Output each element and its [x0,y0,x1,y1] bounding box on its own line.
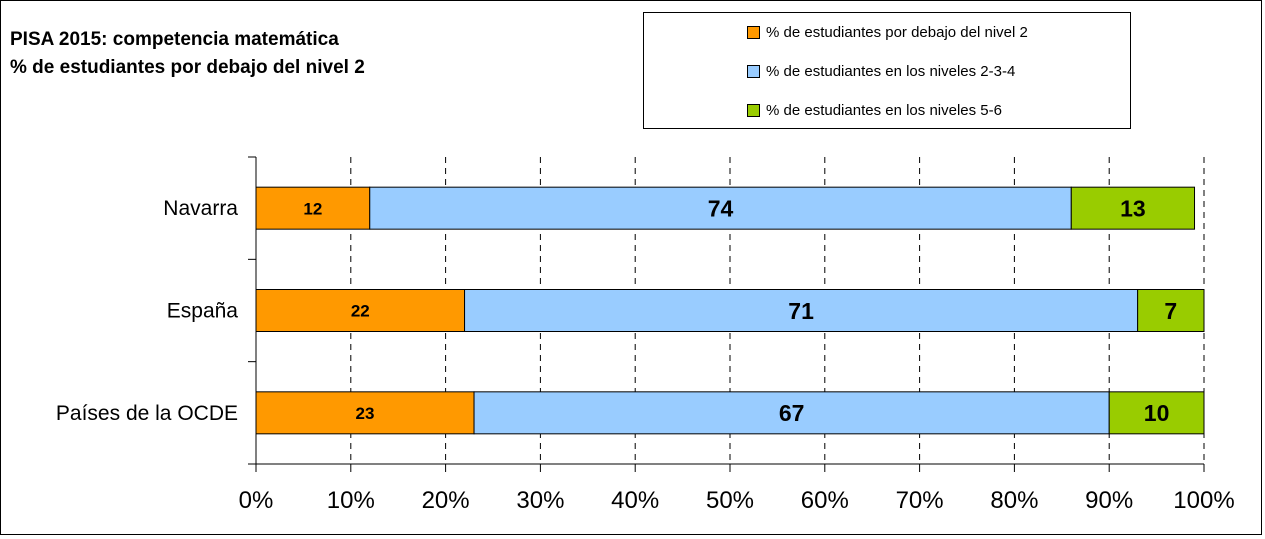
data-label: 23 [356,404,375,423]
bar-segment [1137,289,1205,332]
x-tick-label: 70% [896,487,944,514]
legend-item-levels-2-3-4: % de estudiantes en los niveles 2-3-4 [747,61,1015,81]
bar-segment [255,391,475,435]
legend-swatch-below-level-2 [747,25,760,39]
data-label: 13 [1120,195,1146,221]
data-label: 74 [708,195,734,221]
bar-segment [1108,391,1205,435]
bar-segment [1070,186,1196,230]
x-tick-label: 90% [1085,487,1133,514]
legend-item-below-level-2: % de estudiantes por debajo del nivel 2 [747,22,1028,42]
legend-label-levels-5-6: % de estudiantes en los niveles 5-6 [766,101,1002,119]
bar-segment [464,289,1139,332]
x-tick-label: 30% [516,487,564,514]
x-tick-label: 50% [706,487,754,514]
data-label: 10 [1144,400,1170,426]
category-label: España [167,300,239,323]
legend-swatch-levels-5-6 [747,103,760,117]
data-label: 71 [788,298,814,324]
x-tick-label: 20% [422,487,470,514]
x-tick-label: 40% [611,487,659,514]
chart-title-line-1: PISA 2015: competencia matemática [10,29,339,50]
data-label: 22 [351,302,370,321]
chart-title: PISA 2015: competencia matemática % de e… [10,26,365,82]
bar-segment [255,186,371,230]
data-label: 12 [303,199,322,218]
legend: % de estudiantes por debajo del nivel 2 … [643,12,1131,129]
chart-title-line-2: % de estudiantes por debajo del nivel 2 [10,57,365,78]
legend-label-levels-2-3-4: % de estudiantes en los niveles 2-3-4 [766,62,1016,80]
legend-item-levels-5-6: % de estudiantes en los niveles 5-6 [747,100,1002,120]
data-label: 7 [1164,298,1177,324]
bar-segment [369,186,1072,230]
category-label: Países de la OCDE [56,402,238,425]
category-label: Navarra [163,197,238,220]
x-tick-label: 10% [327,487,375,514]
x-tick-label: 80% [990,487,1038,514]
legend-swatch-levels-2-3-4 [747,64,760,78]
bar-segment [255,289,466,332]
x-tick-label: 100% [1173,487,1234,514]
legend-label-below-level-2: % de estudiantes por debajo del nivel 2 [766,23,1028,41]
bar-segment [473,391,1110,435]
x-tick-label: 60% [801,487,849,514]
x-tick-label: 0% [239,487,274,514]
data-label: 67 [779,400,805,426]
